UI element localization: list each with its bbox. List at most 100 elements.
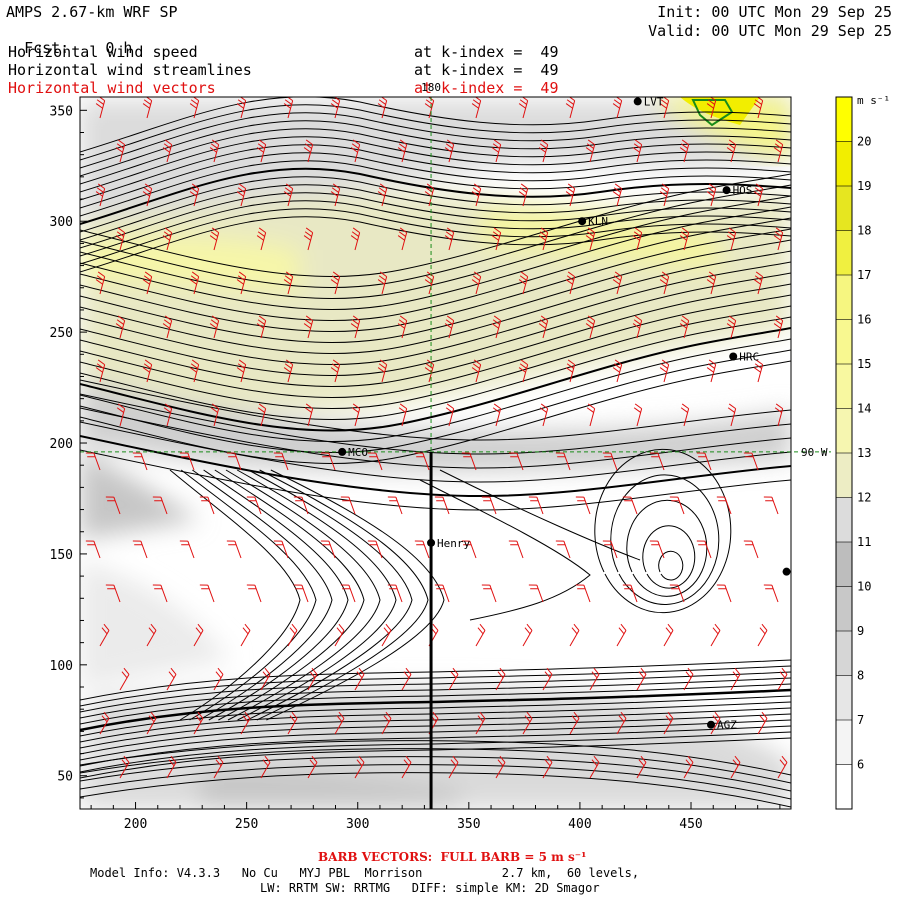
wind-barb [663, 630, 674, 647]
barb-feather [377, 103, 385, 109]
barb-feather [330, 367, 338, 373]
barb-feather [526, 711, 533, 719]
wind-barb [119, 320, 126, 339]
wind-barb [146, 718, 157, 735]
colorbar-box [836, 186, 852, 231]
barb-feather [586, 231, 594, 237]
y-axis: 50 100 150 200 250 300 350 [50, 104, 87, 799]
barb-feather [351, 231, 359, 237]
y-tick-label: 250 [50, 326, 73, 341]
barb-feather [338, 711, 345, 719]
wind-barb [354, 232, 361, 251]
barb-feather [634, 315, 642, 322]
barb-feather [518, 367, 526, 373]
barb-feather [773, 323, 781, 329]
wind-barb [234, 540, 242, 559]
barb-feather [519, 275, 527, 281]
barb-feather [706, 279, 714, 285]
barb-feather [117, 403, 125, 410]
wind-barb [213, 320, 220, 339]
barb-feather [210, 143, 218, 149]
barb-feather [115, 147, 123, 153]
wind-barb [589, 320, 596, 339]
y-tick-label: 350 [50, 104, 73, 119]
barb-feather [332, 271, 340, 278]
wind-barb [381, 188, 388, 207]
wind-barb [334, 100, 341, 119]
barb-feather [378, 99, 386, 105]
barb-feather [333, 97, 340, 102]
wind-barb [119, 144, 126, 163]
colorbar-box [836, 542, 852, 587]
barb-feather [753, 279, 761, 285]
colorbar-label: 10 [857, 580, 871, 594]
barb-feather [714, 623, 721, 631]
barb-feather [633, 231, 641, 237]
colorbar-unit: m s⁻¹ [857, 94, 890, 107]
wind-barb [730, 144, 737, 163]
wind-barb [99, 364, 106, 383]
wind-barb [710, 100, 717, 119]
wind-barb [616, 718, 627, 735]
wind-barb [307, 408, 314, 427]
reference-lines: 180 90 W [80, 81, 831, 809]
barb-feather [633, 407, 641, 413]
barb-feather [350, 323, 358, 329]
barb-feather [115, 323, 123, 329]
barb-feather [761, 623, 768, 631]
wind-barb [469, 540, 477, 559]
barb-feather [309, 759, 316, 767]
barb-feather [305, 139, 313, 146]
barb-feather [189, 279, 197, 285]
barb-feather [101, 627, 108, 635]
barb-feather [163, 143, 171, 149]
barb-feather [191, 271, 199, 278]
wind-barb [589, 232, 596, 251]
barb-feather [775, 139, 783, 146]
barb-feather [492, 231, 500, 237]
barb-feather [493, 227, 501, 234]
barb-feather [163, 319, 171, 325]
barb-feather [491, 235, 499, 241]
barb-feather [706, 367, 714, 373]
barb-feather [242, 627, 249, 635]
barb-feather [379, 359, 387, 366]
wind-barb [448, 408, 455, 427]
barb-feather [379, 183, 387, 190]
barb-feather [491, 147, 499, 153]
wind-barb [542, 408, 549, 427]
wind-barb [381, 718, 392, 735]
barb-feather [236, 103, 244, 109]
wind-barb [354, 674, 365, 691]
wind-barb [724, 584, 732, 603]
wind-barb [610, 452, 618, 471]
barb-feather [236, 279, 244, 285]
barb-feather [538, 235, 546, 241]
barb-feather [756, 97, 763, 102]
wind-barb [569, 718, 580, 735]
wind-barb [683, 232, 690, 251]
streamline [80, 421, 791, 483]
wind-barb [401, 144, 408, 163]
field-name-speed: Horizontal wind speed [8, 43, 198, 61]
wind-barb [777, 674, 788, 691]
wind-barb [193, 100, 200, 119]
wind-barb [260, 674, 271, 691]
wind-barb [448, 762, 459, 779]
barb-feather [358, 667, 365, 675]
barb-feather [612, 279, 620, 285]
wind-barb [448, 674, 459, 691]
barb-feather [586, 407, 594, 413]
barb-feather [330, 191, 338, 197]
barb-feather [567, 271, 575, 278]
wind-barb [381, 630, 392, 647]
barb-feather [258, 227, 266, 234]
barb-feather [95, 367, 103, 373]
barb-feather [385, 623, 392, 631]
barb-feather [681, 315, 689, 322]
barb-feather [732, 671, 739, 679]
streamline [80, 449, 791, 511]
barb-feather [566, 275, 574, 281]
wind-barb [751, 452, 759, 471]
streamline [80, 167, 791, 225]
